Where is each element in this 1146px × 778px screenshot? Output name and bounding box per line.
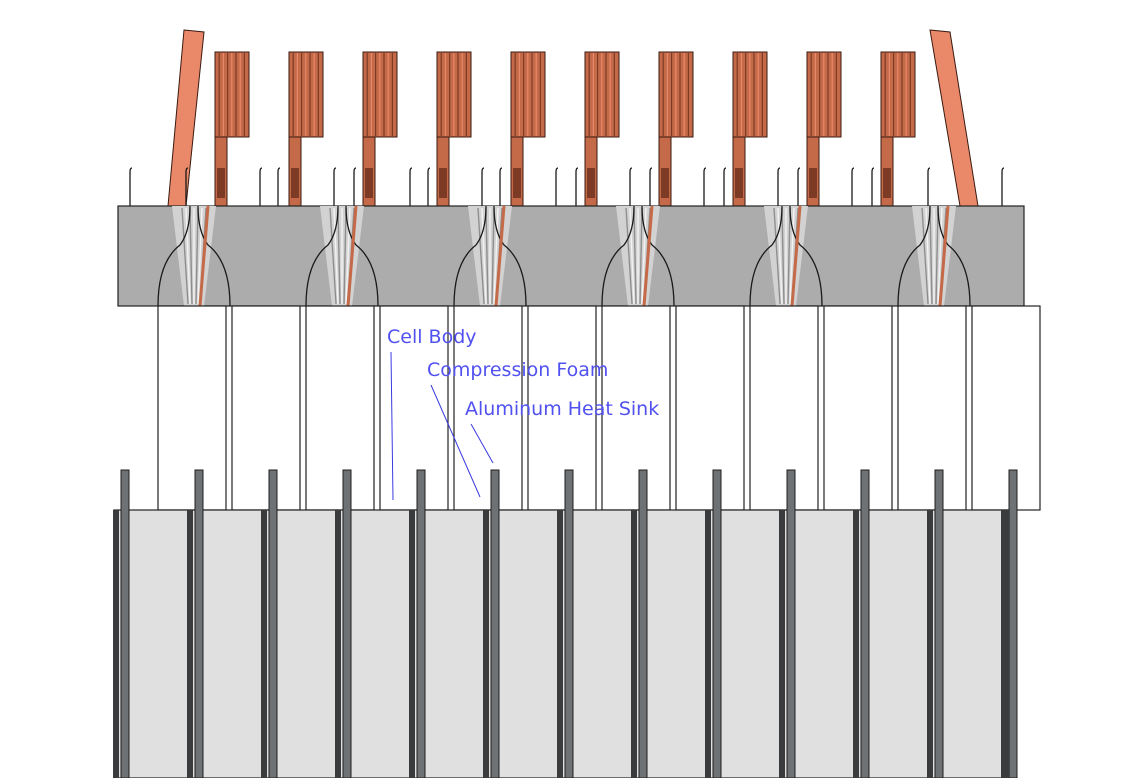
copper-busbar-tab — [288, 51, 324, 211]
cell-body — [749, 305, 819, 511]
compression-foam-strip — [113, 510, 119, 778]
terminal-wire — [409, 167, 413, 206]
terminal-wire — [259, 167, 263, 206]
compression-foam-strip — [705, 510, 711, 778]
terminal-wire — [555, 167, 559, 206]
copper-busbar-tab — [214, 51, 250, 211]
holder-slot — [157, 205, 231, 307]
heat-sink-fin — [934, 469, 944, 778]
copper-busbar-tab — [880, 51, 916, 211]
cell-body — [971, 305, 1041, 511]
cell-body — [897, 305, 967, 511]
aluminum-heat-sink-leader — [470, 423, 494, 464]
copper-busbar-tab — [806, 51, 842, 211]
copper-busbar-tab — [510, 51, 546, 211]
copper-busbar-tab — [362, 51, 398, 211]
heat-sink-fin — [268, 469, 278, 778]
compression-foam-strip — [631, 510, 637, 778]
terminal-wire — [723, 167, 727, 206]
cell-body-leader — [390, 351, 394, 501]
compression-foam-strip — [261, 510, 267, 778]
terminal-wire — [871, 167, 875, 206]
terminal-wire — [927, 167, 931, 206]
cell-body — [157, 305, 227, 511]
compression-foam-label: Compression Foam — [427, 359, 609, 381]
heat-sink-fin — [490, 469, 500, 778]
heat-sink-fin — [860, 469, 870, 778]
cell-body — [231, 305, 301, 511]
cell-body — [305, 305, 375, 511]
compression-foam-strip — [557, 510, 563, 778]
terminal-wire — [851, 167, 855, 206]
holder-slot — [897, 205, 971, 307]
heat-sink-fin — [120, 469, 130, 778]
terminal-wire — [1001, 167, 1005, 206]
heat-sink-fin — [786, 469, 796, 778]
compression-foam-leader — [430, 384, 481, 498]
heat-sink-fin — [564, 469, 574, 778]
cell-body — [453, 305, 523, 511]
heat-sink-fin — [712, 469, 722, 778]
terminal-wire — [481, 167, 485, 206]
tilted-tab-flap — [929, 29, 979, 207]
terminal-wire — [427, 167, 431, 206]
busbar-holder — [117, 205, 1025, 307]
compression-foam-strip — [335, 510, 341, 778]
heat-sink-fin — [416, 469, 426, 778]
cell-body — [675, 305, 745, 511]
holder-body — [117, 205, 1025, 307]
heat-sink-fin — [194, 469, 204, 778]
cell-body-label: Cell Body — [387, 326, 477, 348]
holder-slot — [749, 205, 823, 307]
holder-slot — [305, 205, 379, 307]
compression-foam-strip — [927, 510, 933, 778]
busbar-tabs — [129, 29, 1005, 211]
heat-sink-fin — [1008, 469, 1018, 778]
copper-busbar-tab — [436, 51, 472, 211]
terminal-wire — [353, 167, 357, 206]
terminal-wire — [777, 167, 781, 206]
annotation-leaders — [390, 351, 494, 501]
compression-foam-strip — [853, 510, 859, 778]
heat-sink-fin — [638, 469, 648, 778]
compression-foam-strip — [187, 510, 193, 778]
terminal-wire — [277, 167, 281, 206]
copper-busbar-tab — [584, 51, 620, 211]
compression-foam-strip — [483, 510, 489, 778]
heat-sink-plate — [113, 469, 1018, 778]
terminal-wire — [185, 167, 189, 206]
terminal-wire — [703, 167, 707, 206]
terminal-wire — [499, 167, 503, 206]
cell-body — [823, 305, 893, 511]
terminal-wire — [649, 167, 653, 206]
copper-busbar-tab — [658, 51, 694, 211]
holder-slot — [453, 205, 527, 307]
terminal-wire — [129, 167, 133, 206]
cell-body — [601, 305, 671, 511]
terminal-wire — [629, 167, 633, 206]
heat-sink-fin — [342, 469, 352, 778]
terminal-wire — [575, 167, 579, 206]
copper-busbar-tab — [732, 51, 768, 211]
terminal-wire — [333, 167, 337, 206]
compression-foam-strip — [1002, 510, 1009, 778]
terminal-wire — [797, 167, 801, 206]
compression-foam-strip — [779, 510, 785, 778]
compression-foam-strip — [409, 510, 415, 778]
cell-bodies — [157, 305, 1041, 511]
holder-slot — [601, 205, 675, 307]
aluminum-heat-sink-label: Aluminum Heat Sink — [465, 398, 660, 420]
